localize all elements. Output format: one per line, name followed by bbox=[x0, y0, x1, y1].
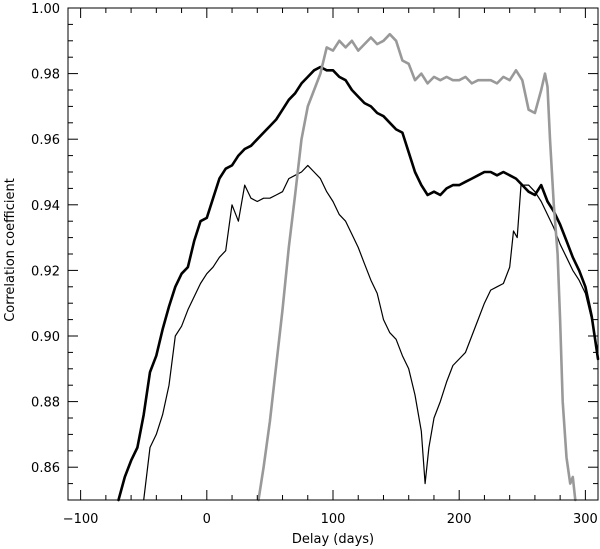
axes-layer: −100 0 100 200 300 0.86 0.88 0.90 0.92 0.94 0.96 0.… bbox=[31, 2, 599, 527]
x-tick-label: 300 bbox=[573, 512, 598, 527]
x-tick-label: 200 bbox=[447, 512, 472, 527]
y-tick-label: 0.92 bbox=[31, 264, 60, 279]
y-tick-label: 0.88 bbox=[31, 396, 60, 411]
y-tick-label: 0.96 bbox=[31, 133, 60, 148]
y-tick-label: 0.94 bbox=[31, 199, 60, 214]
series-line-3 bbox=[257, 32, 577, 502]
plot-frame bbox=[67, 7, 599, 501]
series-line-1 bbox=[117, 65, 600, 502]
x-axis-label: Delay (days) bbox=[292, 532, 374, 547]
y-tick-label: 1.00 bbox=[31, 2, 60, 17]
x-tick-label: 100 bbox=[321, 512, 346, 527]
x-tick-label: −100 bbox=[63, 512, 99, 527]
y-tick-label: 0.98 bbox=[31, 68, 60, 83]
y-axis-label: Correlation coefficient bbox=[3, 178, 18, 322]
series-layer bbox=[117, 32, 600, 502]
x-tick-label: 0 bbox=[203, 512, 211, 527]
y-tick-label: 0.86 bbox=[31, 461, 60, 476]
y-tick-label: 0.90 bbox=[31, 330, 60, 345]
series-line-2 bbox=[143, 164, 599, 501]
